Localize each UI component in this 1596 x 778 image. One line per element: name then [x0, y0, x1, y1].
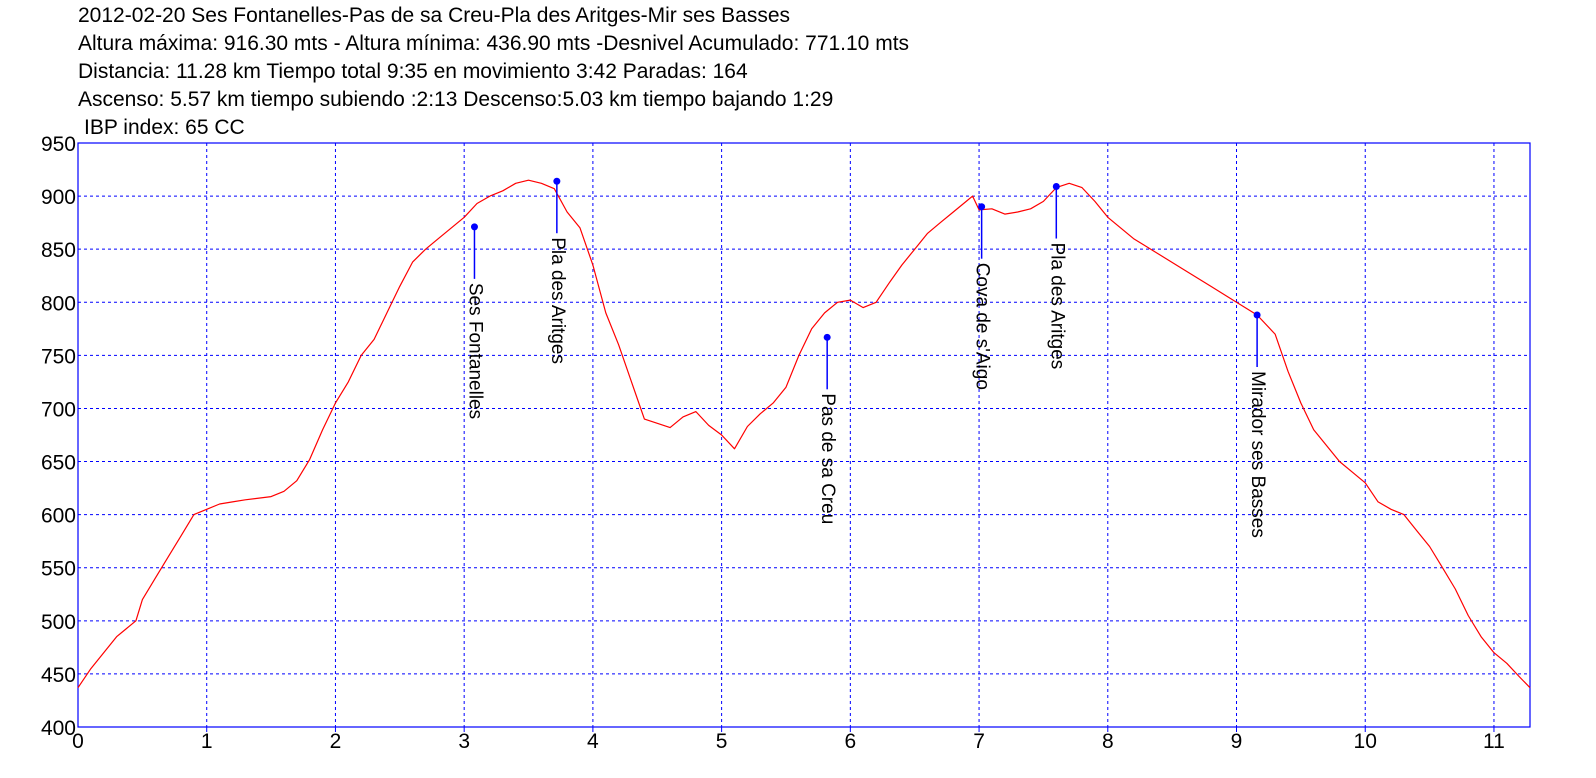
x-tick-label: 10 — [1354, 730, 1377, 753]
x-axis-ticks: 0 1 2 3 4 5 6 7 8 9 10 11 — [72, 730, 1505, 753]
waypoint-label: Mirador ses Basses — [1247, 371, 1268, 538]
waypoint: Mirador ses Basses — [1247, 311, 1268, 538]
x-tick-label: 6 — [844, 730, 856, 753]
waypoint-marker — [823, 333, 831, 341]
summary-ibp-index: IBP index: 65 CC — [84, 116, 245, 139]
x-tick-label: 4 — [587, 730, 599, 753]
waypoint-label: Pla des Aritges — [1046, 243, 1067, 370]
waypoint: Pas de sa Creu — [817, 333, 838, 524]
summary-ascent-descent: Ascenso: 5.57 km tiempo subiendo :2:13 D… — [78, 88, 834, 111]
x-tick-label: 8 — [1102, 730, 1114, 753]
y-tick-label: 450 — [41, 664, 76, 687]
y-tick-label: 950 — [41, 133, 76, 156]
y-tick-label: 850 — [41, 239, 76, 262]
y-tick-label: 650 — [41, 452, 76, 475]
waypoint-marker — [1253, 311, 1261, 319]
x-tick-label: 5 — [716, 730, 728, 753]
y-tick-label: 400 — [41, 717, 76, 740]
waypoint-label: Pas de sa Creu — [817, 393, 838, 524]
x-tick-label: 9 — [1231, 730, 1243, 753]
y-tick-label: 550 — [41, 558, 76, 581]
x-tick-label: 1 — [201, 730, 213, 753]
elevation-line-layer — [77, 179, 1531, 689]
waypoint-label: Cova de s'Aigo — [972, 263, 993, 390]
y-tick-label: 900 — [41, 186, 76, 209]
x-tick-label: 11 — [1483, 730, 1505, 753]
y-tick-label: 750 — [41, 345, 76, 368]
waypoint: Ses Fontanelles — [464, 223, 485, 419]
y-tick-label: 500 — [41, 611, 76, 634]
y-tick-label: 800 — [41, 292, 76, 315]
summary-distance-time: Distancia: 11.28 km Tiempo total 9:35 en… — [78, 60, 748, 83]
waypoint-label: Pla des Aritges — [547, 237, 568, 364]
waypoint-label: Ses Fontanelles — [464, 283, 485, 419]
x-tick-label: 3 — [458, 730, 470, 753]
waypoint-marker — [470, 223, 478, 231]
chart-title: 2012-02-20 Ses Fontanelles-Pas de sa Cre… — [78, 4, 791, 27]
y-tick-label: 700 — [41, 398, 76, 421]
waypoint-marker — [978, 203, 986, 211]
waypoint: Pla des Aritges — [547, 177, 568, 364]
plot-border — [77, 142, 1531, 728]
waypoint: Cova de s'Aigo — [972, 203, 993, 390]
y-tick-label: 600 — [41, 505, 76, 528]
waypoint: Pla des Aritges — [1046, 183, 1067, 369]
x-tick-label: 2 — [330, 730, 342, 753]
plot-frame — [77, 142, 1531, 728]
y-axis-ticks: 400 450 500 550 600 650 700 750 800 850 900 950 — [41, 133, 76, 740]
grid-lines — [78, 143, 1530, 732]
x-tick-label: 7 — [973, 730, 985, 753]
chart-header: 2012-02-20 Ses Fontanelles-Pas de sa Cre… — [78, 2, 909, 142]
waypoint-marker — [1052, 183, 1060, 191]
x-tick-label: 0 — [72, 730, 84, 753]
elevation-line — [77, 179, 1531, 689]
summary-altitudes: Altura máxima: 916.30 mts - Altura mínim… — [78, 32, 910, 55]
waypoint-marker — [553, 177, 561, 185]
waypoints-layer: Ses Fontanelles Pla des Aritges Pas de sa … — [464, 177, 1268, 538]
